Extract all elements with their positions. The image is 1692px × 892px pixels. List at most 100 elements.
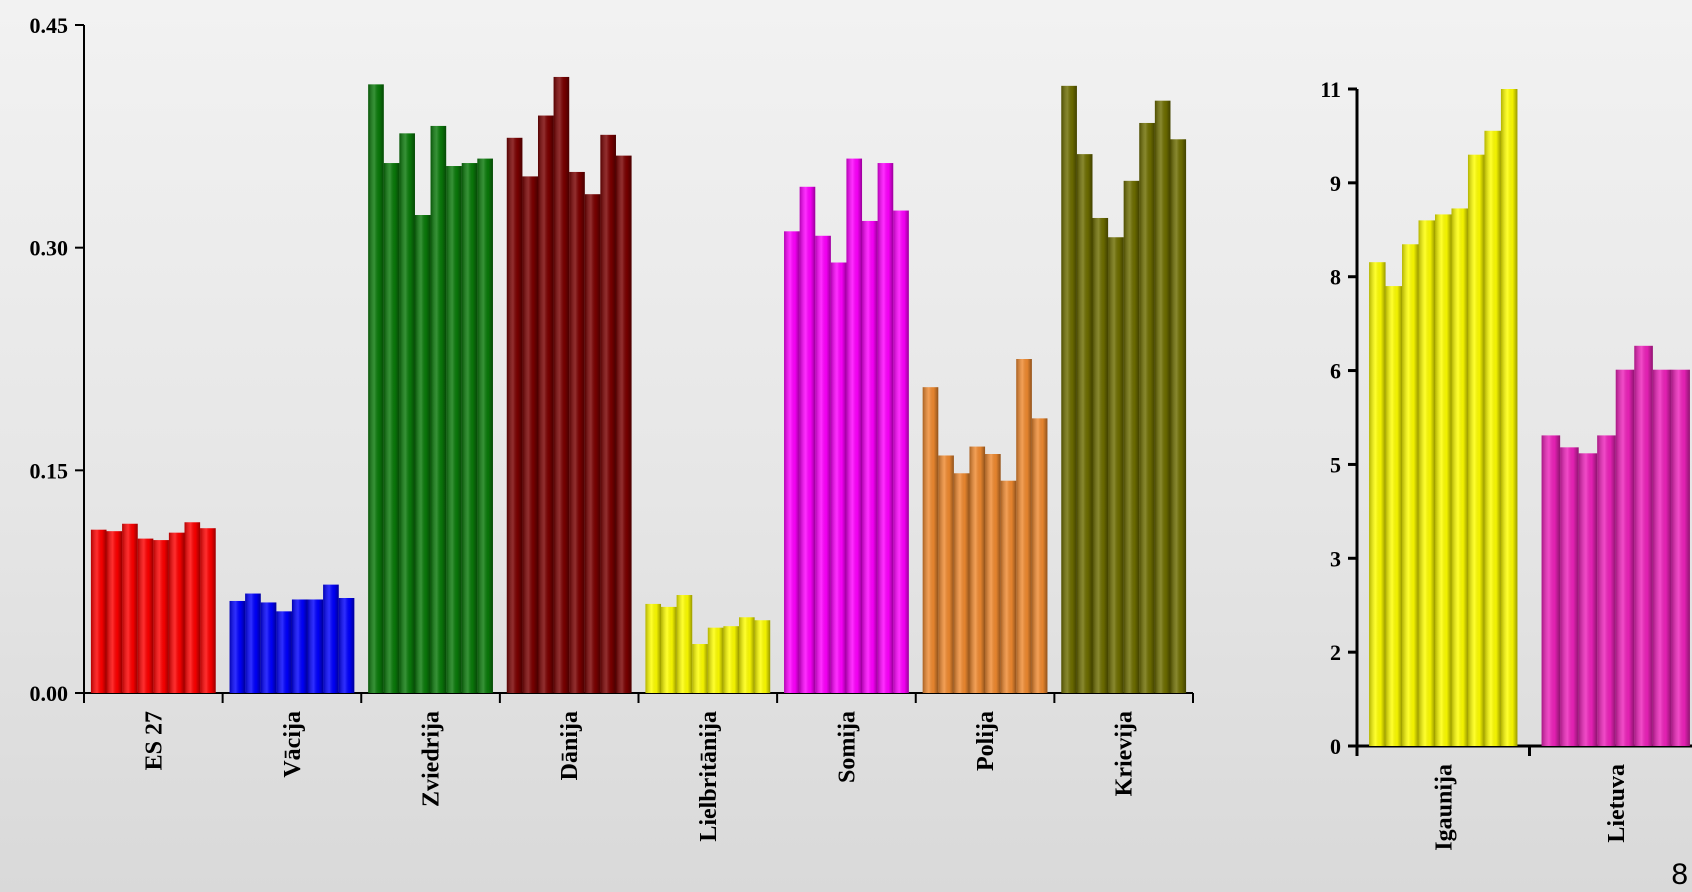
bar-shade [122,523,138,693]
category-label: Lietuva [1604,764,1630,843]
bar-shade [707,627,724,693]
bar-shade [153,540,169,693]
bar-shade [506,137,523,694]
bar-shade [414,215,431,693]
category-label: Dānija [557,711,583,780]
left-bar-chart: 0.00 0.15 0.30 0.45 ES 27 Vācija Zviedrija Dāni… [30,13,1194,842]
bar-group [229,584,355,693]
bar-shade [754,620,771,693]
y-tick-label: 8 [1330,265,1341,290]
bar-shade [184,522,201,693]
bar-shade [584,194,601,693]
bar-shade [799,186,816,693]
bar-shade [399,133,415,693]
bar-shade [477,158,493,694]
bar-shade [1541,435,1561,746]
bar-shade [953,473,970,693]
bar-shade [461,163,478,693]
bar-shade [245,593,261,693]
right-bar-chart: 0 2 3 5 6 8 9 11 Igaunija Lietuva [1320,77,1692,851]
bar-shade [1402,244,1419,747]
bar-group [1369,89,1518,747]
bar-shade [276,611,292,693]
bar-shade [661,606,677,693]
bar-shade [815,235,831,693]
bar-shade [1170,139,1187,693]
bar-shade [260,602,277,693]
y-tick-label: 6 [1330,359,1341,384]
bar-shade [893,210,909,694]
category-label: Krievija [1112,711,1138,796]
bar-shade [877,163,894,693]
bar-shade [1092,217,1109,693]
bar-shade [90,529,107,693]
bar-shade [1500,89,1518,746]
bar-shade [383,163,400,693]
bar-shade [1385,286,1403,746]
bar-shade [1578,453,1598,746]
bar-shade [537,115,554,694]
category-label: Vācija [280,711,306,778]
bar-shade [985,454,1001,693]
bar-shade [1369,262,1386,746]
bar-shade [1016,359,1032,693]
bar-shade [1671,369,1690,746]
bar-shade [600,134,616,694]
bar-shade [1139,122,1155,694]
y-tick-label: 0.00 [30,681,69,706]
bar-shade [969,446,986,693]
y-tick-label: 0.30 [30,236,69,261]
y-tick-label: 0.15 [30,458,69,483]
bar-shade [1560,447,1579,746]
bar-shade [1634,345,1653,746]
bar-shade [922,387,939,693]
bar-group [506,76,632,694]
y-tick-label: 0.45 [30,13,69,38]
bar-shade [1435,214,1452,747]
category-label: Lielbritānija [696,711,722,842]
bar-shade [1031,418,1048,693]
bar-shade [692,644,708,693]
bar-shade [1451,208,1468,747]
bar-shade [1123,180,1140,693]
bar-shade [1000,480,1017,693]
bar-shade [1652,369,1672,746]
bar-shade [1467,154,1485,746]
bar-shade [862,220,878,694]
bar-shade [830,262,847,693]
bar-shade [368,84,384,693]
bar-group [1061,85,1187,694]
bar-shade [229,600,246,693]
bar-group [90,522,216,693]
bar-group [784,158,909,694]
category-label: Zviedrija [419,711,445,807]
bar-shade [106,531,123,693]
page-number: 8 [1671,858,1688,891]
bar-group [922,359,1048,693]
bar-shade [323,584,339,693]
bar-shade [676,595,693,693]
bar-shade [645,603,662,693]
bar-shade [938,455,954,693]
bar-shade [307,599,324,693]
bar-shade [1615,369,1635,746]
y-tick-label: 9 [1330,171,1341,196]
category-label: Igaunija [1431,764,1457,851]
bar-shade [846,158,863,694]
bar-shade [784,231,800,694]
category-label: Somija [834,711,860,783]
y-tick-label: 0 [1330,734,1341,759]
bar-shade [723,626,740,693]
bar-shade [569,171,585,693]
y-tick-label: 5 [1330,452,1341,477]
bar-shade [1484,130,1501,747]
bar-shade [1597,435,1616,746]
bar-shade [739,617,755,693]
bar-shade [522,176,538,693]
y-tick-label: 3 [1330,546,1341,571]
bar-shade [291,599,308,693]
category-label: ES 27 [141,711,167,770]
bar-shade [338,597,355,693]
bar-group [368,84,493,694]
